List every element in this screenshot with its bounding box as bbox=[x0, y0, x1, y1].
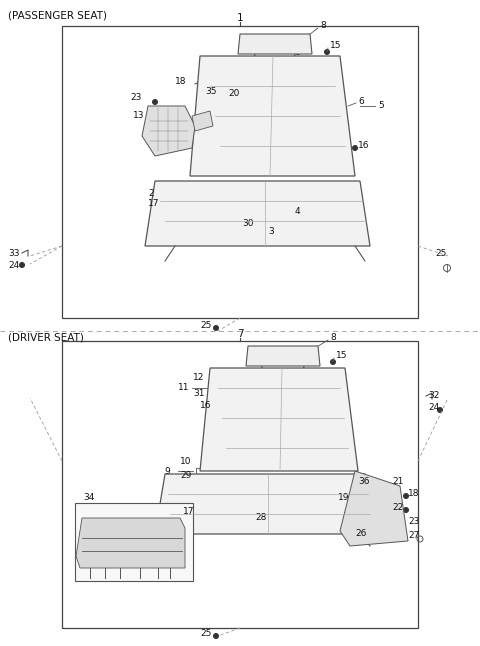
Text: 10: 10 bbox=[180, 457, 192, 466]
Polygon shape bbox=[155, 474, 372, 534]
Text: 1: 1 bbox=[237, 13, 243, 23]
Circle shape bbox=[214, 326, 218, 331]
Text: 4: 4 bbox=[295, 207, 300, 216]
Circle shape bbox=[300, 360, 305, 364]
Text: 8: 8 bbox=[330, 333, 336, 342]
Text: 16: 16 bbox=[358, 141, 370, 151]
Polygon shape bbox=[142, 106, 195, 156]
Circle shape bbox=[352, 145, 358, 151]
Circle shape bbox=[404, 494, 408, 499]
Text: 20: 20 bbox=[228, 89, 240, 98]
Text: 30: 30 bbox=[242, 218, 253, 227]
Text: 5: 5 bbox=[378, 101, 384, 110]
Polygon shape bbox=[200, 368, 358, 471]
Text: 7: 7 bbox=[237, 329, 243, 339]
Text: 6: 6 bbox=[358, 96, 364, 105]
Text: 9: 9 bbox=[164, 466, 170, 475]
Text: 19: 19 bbox=[338, 494, 349, 503]
Text: 29: 29 bbox=[180, 472, 192, 481]
Circle shape bbox=[324, 50, 329, 54]
Text: 33: 33 bbox=[8, 249, 20, 258]
Text: 15: 15 bbox=[330, 41, 341, 50]
Bar bbox=[62, 341, 418, 628]
Bar bbox=[62, 26, 418, 318]
Text: 23: 23 bbox=[130, 94, 142, 103]
Text: 34: 34 bbox=[83, 494, 95, 503]
Circle shape bbox=[437, 408, 443, 413]
Text: 2: 2 bbox=[148, 189, 154, 198]
Text: 31: 31 bbox=[193, 388, 204, 397]
Text: 8: 8 bbox=[320, 21, 326, 30]
Text: (DRIVER SEAT): (DRIVER SEAT) bbox=[8, 333, 84, 343]
Text: 3: 3 bbox=[268, 227, 274, 236]
Circle shape bbox=[214, 634, 218, 638]
Polygon shape bbox=[238, 34, 312, 54]
Polygon shape bbox=[340, 471, 408, 546]
Bar bbox=[75, 503, 193, 581]
Text: 21: 21 bbox=[392, 477, 403, 486]
Circle shape bbox=[20, 262, 24, 267]
Text: (PASSENGER SEAT): (PASSENGER SEAT) bbox=[8, 10, 107, 20]
Text: 24: 24 bbox=[428, 404, 439, 413]
Text: 25: 25 bbox=[200, 629, 211, 638]
Text: 18: 18 bbox=[175, 76, 187, 85]
Text: 23: 23 bbox=[408, 517, 420, 526]
Circle shape bbox=[368, 536, 372, 541]
Polygon shape bbox=[246, 346, 320, 366]
Circle shape bbox=[349, 534, 355, 539]
Text: 28: 28 bbox=[255, 514, 266, 523]
Circle shape bbox=[331, 360, 336, 364]
Polygon shape bbox=[190, 56, 355, 176]
Circle shape bbox=[207, 481, 213, 486]
Text: 18: 18 bbox=[408, 490, 420, 499]
Text: 14: 14 bbox=[287, 351, 299, 360]
Circle shape bbox=[296, 50, 300, 54]
Text: 35: 35 bbox=[205, 87, 216, 96]
Text: 14: 14 bbox=[282, 41, 293, 50]
Text: 25: 25 bbox=[200, 322, 211, 331]
Polygon shape bbox=[76, 518, 185, 568]
Text: 12: 12 bbox=[193, 373, 204, 382]
Polygon shape bbox=[192, 111, 213, 131]
Polygon shape bbox=[145, 181, 370, 246]
Text: 25: 25 bbox=[435, 249, 446, 258]
Text: 11: 11 bbox=[178, 384, 190, 393]
Text: 24: 24 bbox=[8, 260, 19, 269]
Text: 36: 36 bbox=[358, 477, 370, 486]
Text: 27: 27 bbox=[408, 532, 420, 541]
Text: 16: 16 bbox=[200, 402, 212, 410]
Circle shape bbox=[223, 391, 228, 397]
Text: 26: 26 bbox=[355, 528, 366, 537]
Text: 17: 17 bbox=[183, 506, 194, 516]
Text: 17: 17 bbox=[148, 198, 159, 207]
Text: 22: 22 bbox=[392, 503, 403, 512]
Circle shape bbox=[404, 508, 408, 512]
Text: 32: 32 bbox=[428, 391, 439, 401]
Text: 15: 15 bbox=[336, 351, 348, 360]
Text: 13: 13 bbox=[133, 112, 144, 121]
Circle shape bbox=[153, 99, 157, 105]
Circle shape bbox=[211, 406, 216, 410]
